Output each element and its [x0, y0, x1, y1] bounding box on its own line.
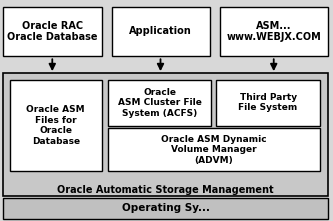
Text: Oracle RAC
Oracle Database: Oracle RAC Oracle Database: [7, 21, 98, 42]
FancyBboxPatch shape: [220, 7, 328, 56]
FancyBboxPatch shape: [112, 7, 210, 56]
FancyBboxPatch shape: [10, 80, 102, 171]
Text: Third Party
File System: Third Party File System: [238, 93, 298, 112]
Text: Oracle ASM Dynamic
Volume Manager
(ADVM): Oracle ASM Dynamic Volume Manager (ADVM): [161, 135, 267, 165]
Text: ASM...
www.WEBJX.COM: ASM... www.WEBJX.COM: [226, 21, 321, 42]
FancyBboxPatch shape: [3, 198, 328, 219]
FancyBboxPatch shape: [108, 128, 320, 171]
FancyBboxPatch shape: [108, 80, 211, 126]
FancyBboxPatch shape: [3, 73, 328, 196]
Text: Oracle ASM
Files for
Oracle
Database: Oracle ASM Files for Oracle Database: [26, 105, 85, 145]
Text: Oracle Automatic Storage Management: Oracle Automatic Storage Management: [57, 185, 274, 195]
FancyBboxPatch shape: [216, 80, 320, 126]
Text: Operating Sy...: Operating Sy...: [122, 203, 210, 213]
FancyBboxPatch shape: [3, 7, 102, 56]
Text: Oracle
ASM Cluster File
System (ACFS): Oracle ASM Cluster File System (ACFS): [118, 88, 202, 118]
Text: Application: Application: [129, 27, 192, 36]
